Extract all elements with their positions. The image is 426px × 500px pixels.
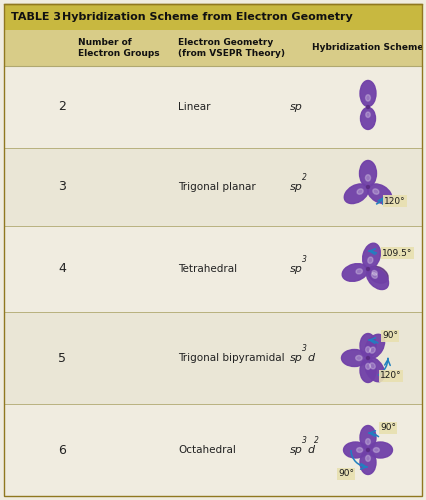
Text: Trigonal planar: Trigonal planar — [178, 182, 256, 192]
Text: d: d — [307, 353, 314, 363]
Ellipse shape — [357, 189, 363, 194]
Bar — [4, 312, 422, 404]
Ellipse shape — [366, 174, 371, 181]
Ellipse shape — [366, 94, 370, 101]
Text: 2: 2 — [302, 173, 307, 182]
Ellipse shape — [366, 112, 370, 117]
Text: Number of
Electron Groups: Number of Electron Groups — [78, 38, 160, 58]
Text: sp: sp — [290, 264, 303, 274]
Ellipse shape — [342, 350, 368, 366]
Ellipse shape — [368, 184, 392, 204]
Text: 90°: 90° — [338, 470, 354, 478]
Bar — [4, 66, 422, 148]
Bar — [4, 148, 422, 226]
Text: 120°: 120° — [384, 196, 406, 205]
Ellipse shape — [367, 268, 389, 289]
Bar — [4, 226, 422, 312]
Text: sp: sp — [290, 353, 303, 363]
Bar — [4, 30, 422, 66]
Ellipse shape — [372, 270, 377, 275]
Ellipse shape — [342, 264, 368, 281]
Ellipse shape — [370, 363, 375, 369]
Ellipse shape — [368, 442, 392, 458]
Ellipse shape — [360, 450, 376, 474]
Ellipse shape — [356, 356, 362, 360]
Text: sp: sp — [290, 182, 303, 192]
Text: Hybridization Scheme: Hybridization Scheme — [312, 44, 423, 52]
Text: 3: 3 — [302, 255, 307, 264]
Ellipse shape — [360, 358, 376, 382]
Ellipse shape — [360, 160, 377, 186]
Ellipse shape — [368, 257, 373, 264]
Text: 120°: 120° — [380, 372, 402, 380]
Text: 3: 3 — [58, 180, 66, 194]
Ellipse shape — [363, 243, 380, 268]
Ellipse shape — [373, 189, 379, 194]
Ellipse shape — [360, 426, 376, 450]
Text: Hybridization Scheme from Electron Geometry: Hybridization Scheme from Electron Geome… — [62, 12, 353, 22]
Text: 2: 2 — [314, 436, 319, 445]
Ellipse shape — [366, 438, 370, 444]
Ellipse shape — [198, 432, 242, 468]
Text: 6: 6 — [58, 444, 66, 456]
Ellipse shape — [371, 272, 377, 278]
Text: Linear: Linear — [178, 102, 210, 112]
Bar — [4, 404, 422, 496]
Ellipse shape — [366, 186, 369, 188]
Text: Octahedral: Octahedral — [178, 445, 236, 455]
Ellipse shape — [366, 268, 369, 270]
Ellipse shape — [366, 346, 370, 352]
Text: Trigonal bipyramidal: Trigonal bipyramidal — [178, 353, 285, 363]
Ellipse shape — [366, 456, 370, 462]
Ellipse shape — [343, 442, 368, 458]
Ellipse shape — [366, 364, 370, 370]
Text: 5: 5 — [58, 352, 66, 364]
Ellipse shape — [32, 420, 88, 465]
Text: 90°: 90° — [380, 424, 396, 432]
Text: sp: sp — [290, 445, 303, 455]
Ellipse shape — [185, 341, 215, 365]
Text: 2: 2 — [58, 100, 66, 114]
Ellipse shape — [366, 356, 369, 360]
Ellipse shape — [137, 352, 173, 380]
Ellipse shape — [370, 347, 375, 353]
Text: 90°: 90° — [382, 332, 398, 340]
Text: Tetrahedral: Tetrahedral — [178, 264, 237, 274]
Ellipse shape — [357, 448, 363, 452]
Ellipse shape — [360, 108, 375, 130]
Text: 4: 4 — [58, 262, 66, 276]
Ellipse shape — [365, 334, 385, 358]
Ellipse shape — [58, 336, 102, 370]
Text: TABLE 3: TABLE 3 — [11, 12, 61, 22]
Ellipse shape — [366, 448, 369, 452]
Text: d: d — [307, 445, 314, 455]
Text: 109.5°: 109.5° — [382, 248, 412, 258]
Text: 3: 3 — [302, 436, 307, 445]
Ellipse shape — [368, 266, 388, 283]
Ellipse shape — [356, 269, 363, 274]
Bar — [4, 4, 422, 30]
Ellipse shape — [154, 434, 186, 460]
Text: sp: sp — [290, 102, 303, 112]
Text: 3: 3 — [302, 344, 307, 353]
Ellipse shape — [360, 334, 376, 357]
Text: Electron Geometry
(from VSEPR Theory): Electron Geometry (from VSEPR Theory) — [178, 38, 285, 58]
Ellipse shape — [360, 80, 376, 106]
Ellipse shape — [344, 184, 368, 204]
Ellipse shape — [365, 358, 385, 382]
Ellipse shape — [374, 448, 380, 452]
Ellipse shape — [100, 439, 140, 471]
Ellipse shape — [366, 106, 369, 108]
